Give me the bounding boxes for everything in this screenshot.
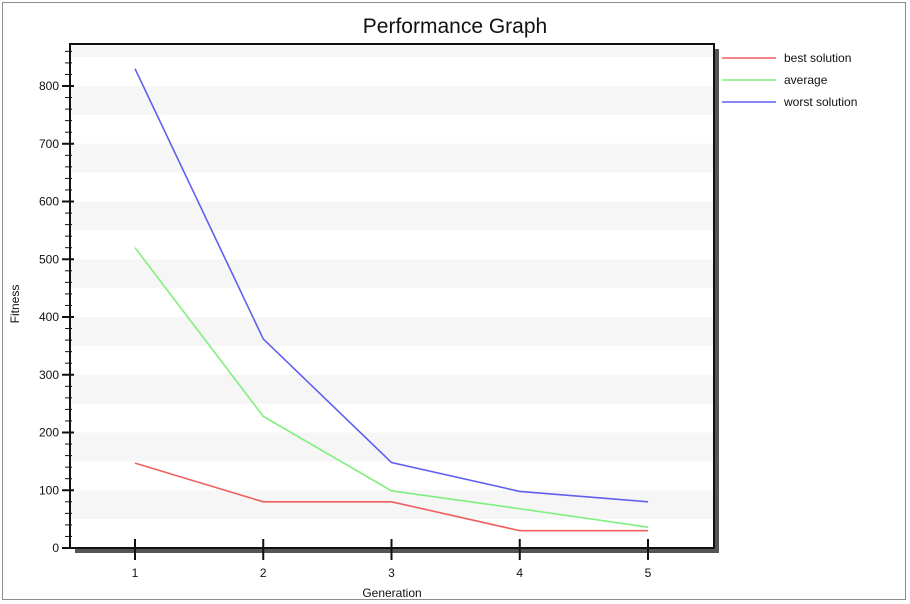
- legend-label: best solution: [784, 51, 851, 65]
- series-line: [134, 247, 649, 529]
- legend-label: worst solution: [783, 95, 857, 109]
- y-tick-label: 300: [39, 368, 59, 382]
- y-tick-label: 100: [39, 483, 59, 497]
- x-tick-label: 2: [260, 566, 267, 580]
- x-tick-label: 1: [132, 566, 139, 580]
- grid-band: [70, 143, 714, 173]
- grid-band: [70, 432, 714, 462]
- y-tick-label: 700: [39, 137, 59, 151]
- plot-area: [70, 44, 714, 548]
- x-tick-label: 5: [645, 566, 652, 580]
- grid-band: [70, 317, 714, 346]
- grid-band: [70, 86, 714, 115]
- legend-label: average: [784, 73, 828, 87]
- series-line: [134, 462, 648, 532]
- series-line: [134, 68, 649, 503]
- chart-title: Performance Graph: [363, 15, 547, 38]
- x-axis-label: Generation: [362, 586, 421, 600]
- series-lines: [134, 68, 649, 532]
- y-tick-label: 200: [39, 426, 59, 440]
- x-tick-label: 3: [388, 566, 395, 580]
- grid-band: [70, 45, 714, 58]
- y-axis: 0 100 200 300 400 500 600 700 800: [39, 50, 74, 555]
- y-tick-label: 500: [39, 252, 59, 266]
- y-axis-label: Fitness: [8, 285, 22, 324]
- x-axis: 1 2 3 4 5: [132, 539, 652, 580]
- y-tick-label: 400: [39, 310, 59, 324]
- y-tick-label: 800: [39, 79, 59, 93]
- legend: best solution average worst solution: [722, 51, 857, 109]
- grid-band: [70, 374, 714, 404]
- y-tick-label: 0: [52, 541, 59, 555]
- grid-band: [70, 201, 714, 231]
- y-tick-label: 600: [39, 195, 59, 209]
- x-tick-label: 4: [516, 566, 523, 580]
- grid-band: [70, 259, 714, 289]
- grid-band: [70, 490, 714, 520]
